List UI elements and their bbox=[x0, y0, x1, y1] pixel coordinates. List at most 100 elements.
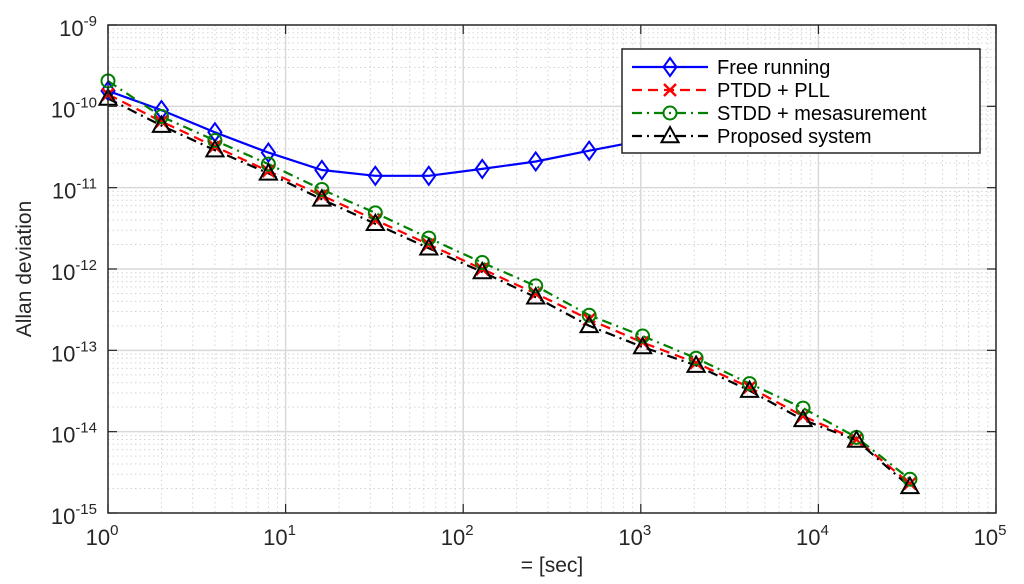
data-point-stdd-mesasurement bbox=[581, 307, 597, 323]
data-point-proposed-system bbox=[471, 260, 493, 280]
y-tick-label-exponent: -13 bbox=[75, 338, 97, 355]
legend-label-ptdd-pll: PTDD + PLL bbox=[717, 80, 830, 102]
data-point-proposed-system bbox=[632, 335, 653, 355]
legend-marker-free-running bbox=[662, 56, 678, 78]
series-line-stdd-mesasurement bbox=[107, 80, 911, 481]
data-point-proposed-system bbox=[204, 139, 226, 158]
x-tick-labels: 100 101 102 103 104 105 bbox=[86, 522, 1007, 550]
data-point-proposed-system bbox=[418, 237, 440, 256]
y-tick-label-exponent: -9 bbox=[84, 13, 97, 30]
x-tick-label: 101 bbox=[263, 522, 296, 550]
data-point-stdd-mesasurement bbox=[207, 133, 223, 149]
data-point-free-running bbox=[474, 158, 490, 180]
data-point-free-running bbox=[260, 141, 277, 164]
data-point-proposed-system bbox=[258, 162, 279, 181]
data-point-proposed-system bbox=[578, 314, 600, 334]
data-point-stdd-mesasurement bbox=[367, 205, 383, 221]
data-point-free-running bbox=[527, 150, 544, 173]
data-point-stdd-mesasurement bbox=[902, 471, 918, 487]
axis-ticks bbox=[107, 24, 997, 514]
y-tick-label-base: 10 bbox=[59, 16, 83, 41]
data-point-proposed-system bbox=[151, 114, 172, 133]
x-tick-label-base: 10 bbox=[974, 525, 998, 550]
data-point-proposed-system bbox=[739, 379, 760, 398]
data-point-stdd-mesasurement bbox=[688, 350, 704, 366]
legend-label-stdd-mesasurement: STDD + mesasurement bbox=[717, 103, 927, 125]
y-tick-label-exponent: -12 bbox=[75, 257, 97, 274]
y-tick-label: 10-14 bbox=[51, 420, 97, 448]
data-point-proposed-system bbox=[685, 354, 707, 373]
y-tick-label: 10-12 bbox=[51, 257, 97, 285]
data-point-stdd-mesasurement bbox=[314, 181, 330, 197]
x-tick-label-base: 10 bbox=[796, 525, 820, 550]
data-point-proposed-system bbox=[311, 188, 333, 207]
y-tick-label-base: 10 bbox=[52, 179, 76, 204]
legend-label-proposed-system: Proposed system bbox=[717, 126, 872, 148]
y-tick-label-exponent: -14 bbox=[75, 420, 97, 437]
y-tick-label-exponent: -11 bbox=[76, 176, 97, 193]
legend-marker-proposed-system bbox=[659, 124, 681, 144]
series-line-proposed-system bbox=[107, 97, 911, 488]
data-point-free-running bbox=[581, 139, 597, 162]
x-tick-label-base: 10 bbox=[618, 525, 642, 550]
data-point-proposed-system bbox=[365, 212, 386, 232]
data-point-stdd-mesasurement bbox=[153, 108, 169, 124]
y-tick-label-base: 10 bbox=[51, 504, 75, 529]
y-tick-label-base: 10 bbox=[51, 97, 75, 122]
data-point-ptdd-pll bbox=[528, 286, 543, 301]
series-line-ptdd-pll bbox=[107, 93, 911, 485]
y-tick-label: 10-10 bbox=[51, 94, 97, 122]
y-tick-label: 10-15 bbox=[51, 501, 97, 529]
major-grid bbox=[108, 25, 996, 513]
data-point-stdd-mesasurement bbox=[742, 376, 758, 392]
x-axis-label: = [sec] bbox=[521, 554, 583, 577]
series-lines bbox=[107, 80, 911, 488]
y-tick-label-exponent: -10 bbox=[75, 94, 97, 111]
data-point-ptdd-pll bbox=[903, 476, 917, 491]
series-line-free-running bbox=[107, 89, 643, 177]
y-tick-label: 10-9 bbox=[59, 13, 97, 41]
x-tick-label-exponent: 4 bbox=[820, 522, 828, 539]
data-point-stdd-mesasurement bbox=[528, 278, 544, 294]
x-tick-label-exponent: 1 bbox=[288, 522, 296, 539]
series-markers bbox=[97, 73, 921, 495]
x-tick-label: 104 bbox=[796, 522, 829, 550]
x-tick-label-exponent: 0 bbox=[110, 522, 118, 539]
legend-marker-stdd-mesasurement bbox=[662, 105, 678, 121]
x-tick-label-base: 10 bbox=[441, 525, 465, 550]
data-point-free-running bbox=[367, 165, 384, 187]
legend-marker-ptdd-pll bbox=[663, 83, 677, 97]
legend-label-free-running: Free running bbox=[717, 57, 830, 79]
data-point-proposed-system bbox=[846, 429, 867, 448]
y-tick-label: 10-11 bbox=[52, 176, 97, 204]
x-tick-label-exponent: 2 bbox=[465, 522, 473, 539]
data-point-proposed-system bbox=[525, 286, 546, 305]
x-tick-label-base: 10 bbox=[86, 525, 110, 550]
y-tick-label-exponent: -15 bbox=[75, 501, 97, 518]
x-tick-label-exponent: 5 bbox=[998, 522, 1006, 539]
data-point-ptdd-pll bbox=[742, 380, 757, 395]
x-tick-label: 103 bbox=[618, 522, 651, 550]
data-point-stdd-mesasurement bbox=[260, 156, 276, 172]
data-point-proposed-system bbox=[792, 408, 814, 428]
y-tick-label-base: 10 bbox=[51, 341, 75, 366]
y-axis-label: Allan deviation bbox=[13, 201, 36, 338]
data-point-stdd-mesasurement bbox=[635, 328, 651, 344]
y-tick-label-base: 10 bbox=[51, 260, 75, 285]
x-tick-label: 105 bbox=[974, 522, 1007, 550]
data-point-free-running bbox=[421, 165, 437, 187]
data-point-proposed-system bbox=[899, 475, 921, 495]
x-tick-label-base: 10 bbox=[263, 525, 287, 550]
x-tick-label: 100 bbox=[86, 522, 119, 550]
y-tick-label-base: 10 bbox=[51, 423, 75, 448]
x-tick-label-exponent: 3 bbox=[643, 522, 651, 539]
data-point-stdd-mesasurement bbox=[474, 255, 490, 271]
x-tick-label: 102 bbox=[441, 522, 474, 550]
data-point-ptdd-pll bbox=[689, 356, 703, 370]
data-point-stdd-mesasurement bbox=[421, 230, 437, 246]
data-point-stdd-mesasurement bbox=[795, 400, 811, 416]
y-tick-label: 10-13 bbox=[51, 338, 97, 366]
